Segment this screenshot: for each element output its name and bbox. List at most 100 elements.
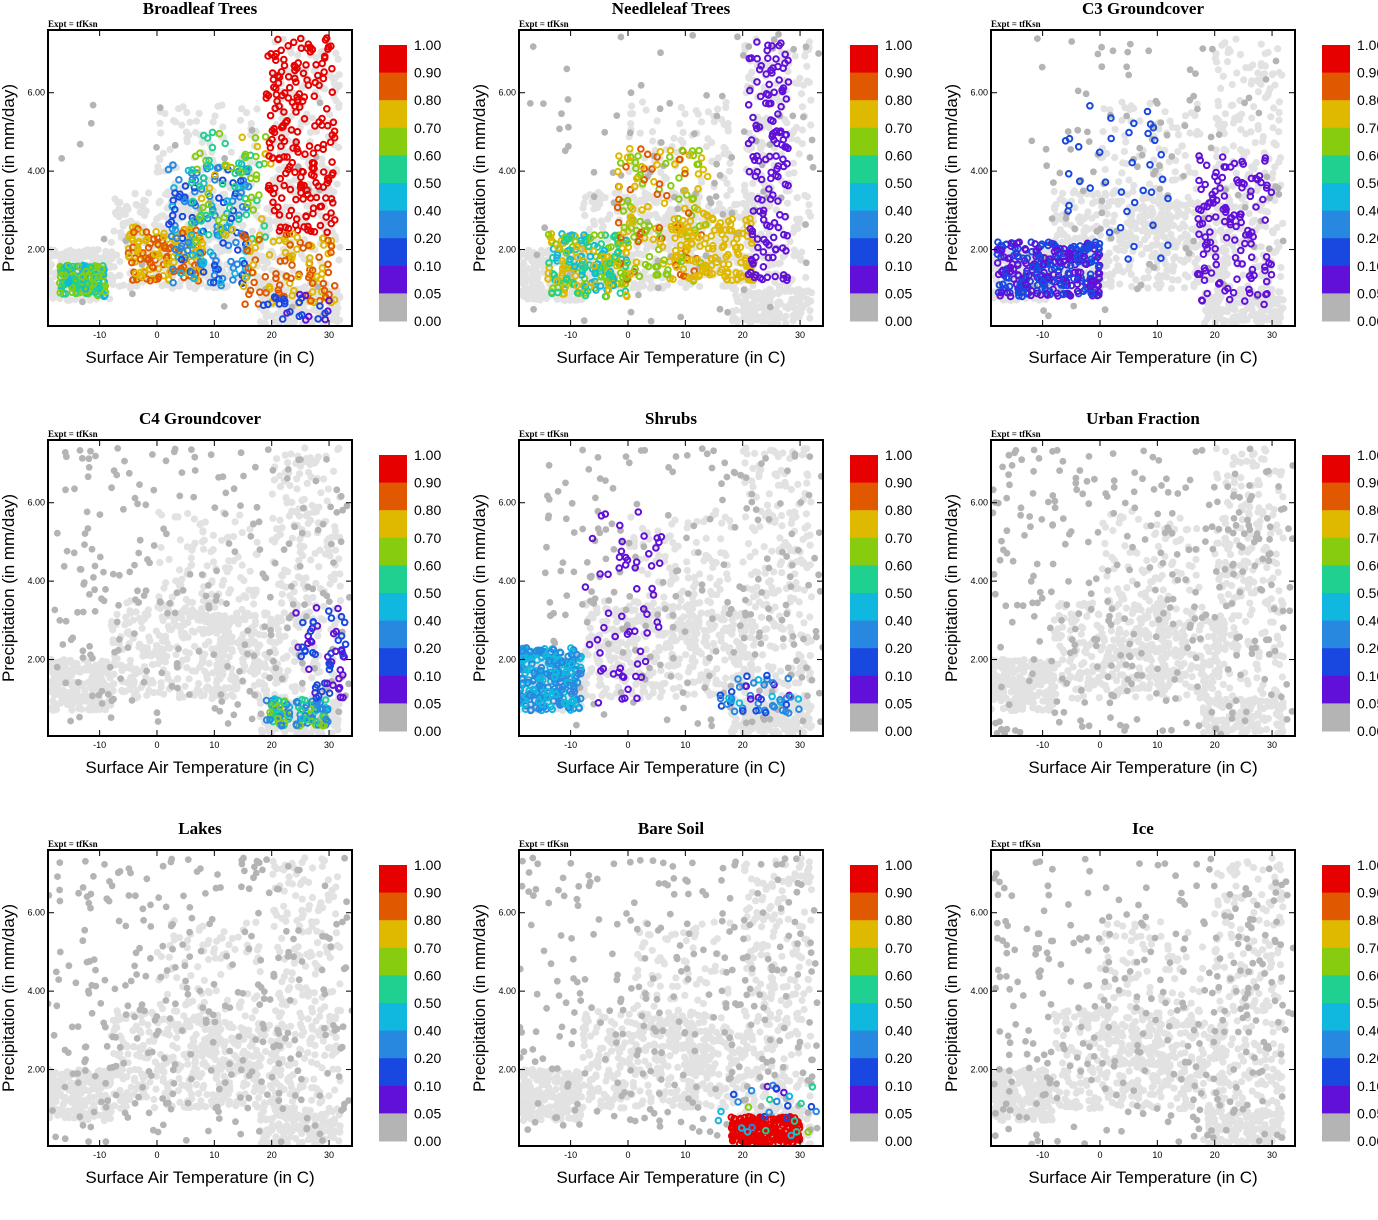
colorbar-swatch [850,293,878,322]
point-dry-edge [259,301,268,310]
point-background [179,103,187,111]
point-temperate [641,227,650,236]
point-background [326,110,334,118]
point-background [652,199,660,207]
point-background [1232,35,1240,43]
point-background [323,165,331,174]
point-background [630,283,638,291]
point-background [807,289,816,297]
scatter-points [519,31,822,326]
point-background [308,114,316,122]
point-background [162,190,170,198]
point-background [49,294,57,302]
point-background [113,251,121,259]
x-tick-label: 10 [680,330,690,340]
point-tropical-wet [312,61,320,69]
point-temperate [176,244,185,253]
point-temperate [181,182,190,190]
point-background [1214,66,1222,74]
point-tropical [756,274,765,282]
colorbar-swatch [379,183,407,212]
point-background [119,222,127,230]
point-background [1180,211,1188,219]
point-background [1178,142,1186,150]
point-background [269,176,277,184]
point-zero [294,163,302,171]
point-tropical [769,117,777,125]
point-tropical-wet [300,115,309,123]
point-background [704,135,712,143]
point-background [1115,178,1123,186]
point-background [1169,276,1177,284]
colorbar-swatch [850,155,878,184]
point-boreal [154,273,163,281]
point-tropical [749,113,757,122]
point-background [801,191,809,199]
point-temperate [697,154,706,162]
point-background [1062,199,1070,207]
point-zero [691,130,698,138]
point-background [1160,272,1168,280]
point-zero [221,155,229,162]
point-background [1261,223,1270,231]
point-tundra [101,288,110,296]
point-background [166,145,174,154]
point-tropical-wet [288,98,297,107]
point-background [1143,232,1152,240]
point-temperate [659,260,667,268]
point-background [1181,112,1190,120]
point-boreal [584,242,593,251]
point-background [682,283,690,292]
point-tropical-mixed [282,230,291,239]
point-background [762,308,770,316]
point-tundra [78,273,86,281]
point-tropical-wet [262,94,271,102]
point-background [670,134,678,142]
point-background [797,256,805,264]
point-tropical-mixed [265,251,274,259]
point-boreal [142,236,150,245]
point-background [604,215,612,223]
point-temperate [693,205,702,214]
point-tropical-wet [310,228,319,236]
point-background [1191,169,1199,177]
point-background [1229,182,1237,190]
point-warm-temperate [748,239,756,247]
point-background [798,126,806,134]
point-boreal [561,264,570,273]
point-warm-temperate [707,232,716,240]
point-temperate [614,167,622,176]
point-tropical [770,128,779,137]
point-background [1148,241,1156,249]
point-temperate [197,228,206,236]
point-background [1193,127,1201,136]
point-warm-temperate [687,256,696,265]
x-axis-label: Surface Air Temperature (in C) [556,348,785,367]
point-tropical-wet [322,213,331,221]
colorbar-swatch [850,210,878,239]
point-temperate [643,150,652,159]
point-tropical-wet [277,142,285,150]
point-background [566,296,574,304]
point-tropical-wet [314,182,323,190]
point-zero [712,193,720,200]
point-background [789,317,797,325]
point-boreal [571,262,579,271]
colorbar-label: 0.60 [885,147,912,163]
point-zero [171,141,179,149]
point-background [1109,218,1117,226]
point-background [335,81,343,89]
point-zero [808,136,816,144]
point-temperate [637,145,645,153]
point-temperate [177,269,185,278]
point-background [792,124,801,132]
point-background [209,118,217,126]
point-background [1252,159,1260,167]
point-background [561,296,569,304]
point-tropical-wet [298,97,307,105]
point-zero [739,52,747,59]
point-midlatitude [242,210,251,219]
point-tropical-mixed [243,246,252,255]
point-zero [565,123,572,131]
point-temperate [694,160,703,168]
